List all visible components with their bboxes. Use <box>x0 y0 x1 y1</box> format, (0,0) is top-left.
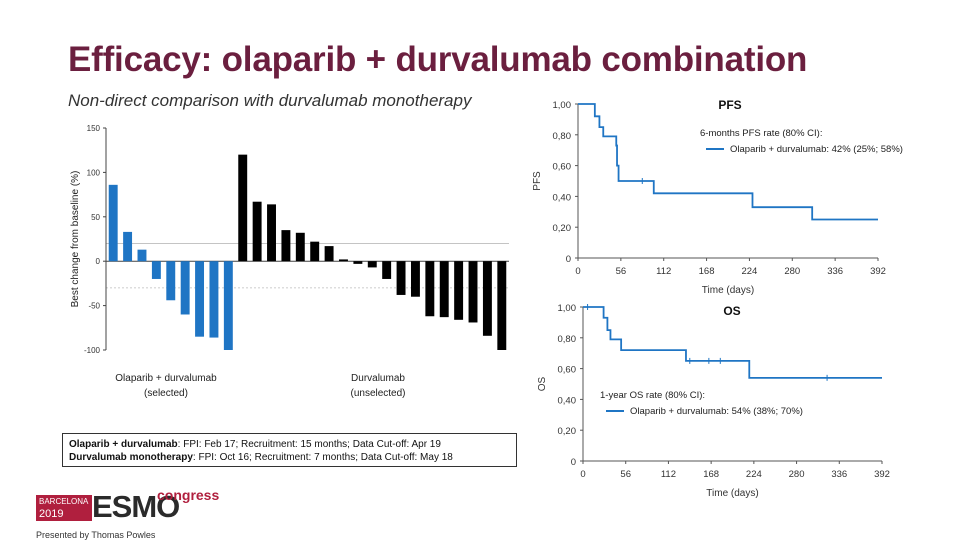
bar-monotherapy <box>324 246 334 262</box>
bar-monotherapy <box>396 261 406 295</box>
y-tick-label: 1,00 <box>553 100 572 111</box>
y-tick-label: 0,80 <box>558 334 577 345</box>
chart-title: PFS <box>718 98 741 112</box>
bar-monotherapy <box>238 154 248 262</box>
esmo-congress-logo: BARCELONA 2019 ESMO congress <box>36 487 226 529</box>
legend-entry: Olaparib + durvalumab: 42% (25%; 58%) <box>730 144 903 155</box>
bar-monotherapy <box>310 241 320 262</box>
x-tick-label: 392 <box>870 266 886 277</box>
bar-combination <box>223 261 233 350</box>
group-label-line2: (unselected) <box>350 388 405 399</box>
y-tick-label: 0,60 <box>553 162 572 173</box>
slide-subtitle: Non-direct comparison with durvalumab mo… <box>68 91 472 110</box>
bar-monotherapy <box>339 259 348 262</box>
study-info-combination-text: : FPI: Feb 17; Recruitment: 15 months; D… <box>177 439 441 450</box>
logo-city: BARCELONA <box>39 497 89 506</box>
legend-title: 1-year OS rate (80% CI): <box>600 390 705 401</box>
bar-monotherapy <box>252 201 262 262</box>
x-tick-label: 56 <box>616 266 627 277</box>
bar-monotherapy <box>367 261 377 268</box>
bar-monotherapy <box>353 261 363 264</box>
slide-title: Efficacy: olaparib + durvalumab combinat… <box>68 40 808 79</box>
bar-combination <box>166 261 176 301</box>
y-tick-label: 150 <box>87 124 101 133</box>
chart-title: OS <box>723 304 740 318</box>
bar-monotherapy <box>482 261 492 336</box>
y-tick-label: 0 <box>571 457 576 468</box>
x-axis-title: Time (days) <box>706 488 758 499</box>
x-tick-label: 168 <box>699 266 715 277</box>
x-tick-label: 168 <box>703 469 719 480</box>
bar-monotherapy <box>497 261 507 350</box>
bar-combination <box>108 184 118 262</box>
study-info-monotherapy-text: : FPI: Oct 16; Recruitment: 7 months; Da… <box>192 452 453 463</box>
bar-monotherapy <box>425 261 435 317</box>
logo-suffix: congress <box>157 487 220 503</box>
y-tick-label: 0,20 <box>553 223 572 234</box>
x-tick-label: 112 <box>661 469 676 480</box>
x-tick-label: 56 <box>620 469 631 480</box>
x-tick-label: 224 <box>746 469 762 480</box>
bar-monotherapy <box>267 204 276 262</box>
bar-monotherapy <box>295 232 305 262</box>
logo-year: 2019 <box>39 508 64 520</box>
y-tick-label: -100 <box>84 346 101 355</box>
bar-monotherapy <box>382 261 392 279</box>
y-tick-label: 0 <box>566 254 571 265</box>
x-tick-label: 280 <box>784 266 800 277</box>
x-tick-label: 280 <box>789 469 805 480</box>
x-axis-title: Time (days) <box>702 285 754 296</box>
km-curve <box>583 306 882 379</box>
y-axis-title: OS <box>537 376 548 391</box>
y-tick-label: 0,20 <box>558 426 577 437</box>
y-tick-label: 0,60 <box>558 365 577 376</box>
x-tick-label: 0 <box>580 469 585 480</box>
x-tick-label: 224 <box>741 266 757 277</box>
bar-combination <box>209 261 219 338</box>
study-info-box: Olaparib + durvalumab: FPI: Feb 17; Recr… <box>62 433 517 467</box>
y-tick-label: 1,00 <box>558 303 577 314</box>
study-info-monotherapy-label: Durvalumab monotherapy <box>69 452 193 463</box>
legend-entry: Olaparib + durvalumab: 54% (38%; 70%) <box>630 406 803 417</box>
x-tick-label: 392 <box>874 469 890 480</box>
bar-monotherapy <box>410 261 420 297</box>
bar-combination <box>151 261 161 279</box>
study-info-combination-label: Olaparib + durvalumab <box>69 439 178 450</box>
x-tick-label: 336 <box>827 266 843 277</box>
x-tick-label: 0 <box>575 266 580 277</box>
bar-monotherapy <box>281 230 291 262</box>
y-axis-title: Best change from baseline (%) <box>70 171 81 308</box>
legend-title: 6-months PFS rate (80% CI): <box>700 128 822 139</box>
bar-combination <box>195 261 205 337</box>
bar-combination <box>137 249 147 262</box>
km-curve <box>578 103 878 221</box>
bar-combination <box>123 231 133 262</box>
presenter-credit: Presented by Thomas Powles <box>36 530 156 540</box>
bar-monotherapy <box>468 261 478 323</box>
study-info-row-combination: Olaparib + durvalumab: FPI: Feb 17; Recr… <box>69 438 510 451</box>
group-label-line1: Olaparib + durvalumab <box>115 373 217 384</box>
y-tick-label: 0,80 <box>553 131 572 142</box>
study-info-row-monotherapy: Durvalumab monotherapy: FPI: Oct 16; Rec… <box>69 451 510 464</box>
x-tick-label: 112 <box>656 266 671 277</box>
y-tick-label: 50 <box>91 213 100 222</box>
logo-brand: ESMO <box>92 489 180 524</box>
logo-city-badge: BARCELONA 2019 <box>36 495 92 521</box>
y-axis-title: PFS <box>532 171 543 191</box>
y-tick-label: 0 <box>96 257 101 266</box>
bar-monotherapy <box>454 261 464 320</box>
x-tick-label: 336 <box>831 469 847 480</box>
group-label-line1: Durvalumab <box>351 373 405 384</box>
y-tick-label: -50 <box>88 302 100 311</box>
y-tick-label: 0,40 <box>553 192 572 203</box>
y-tick-label: 0,40 <box>558 395 577 406</box>
bar-combination <box>180 261 190 315</box>
bar-monotherapy <box>439 261 449 318</box>
y-tick-label: 100 <box>87 168 101 177</box>
group-label-line2: (selected) <box>144 388 188 399</box>
